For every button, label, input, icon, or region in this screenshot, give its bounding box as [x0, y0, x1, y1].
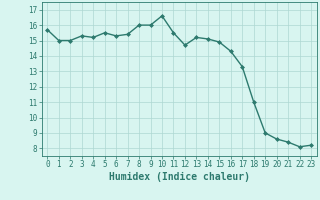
X-axis label: Humidex (Indice chaleur): Humidex (Indice chaleur)	[109, 172, 250, 182]
